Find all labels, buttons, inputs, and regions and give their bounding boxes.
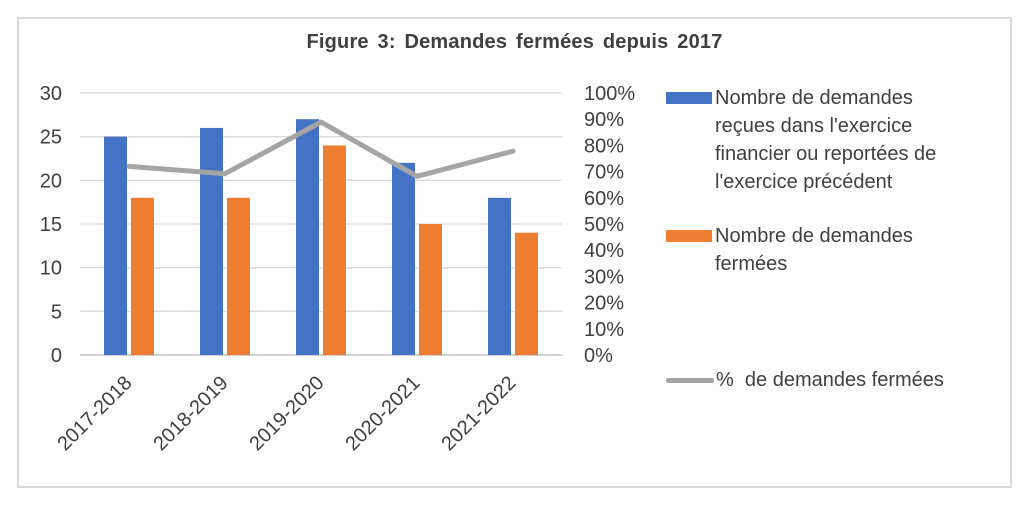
bar-series-0	[104, 136, 127, 355]
left-axis-tick: 25	[40, 127, 62, 149]
right-axis-tick: 50%	[584, 214, 624, 236]
bar-series-1	[227, 197, 250, 355]
legend-item-pct-fermees: % de demandes fermées	[666, 366, 1006, 394]
bar-series-1	[419, 224, 442, 355]
chart-legend: Nombre de demandes reçues dans l'exercic…	[666, 84, 1006, 394]
right-axis-tick: 90%	[584, 109, 624, 131]
bar-series-1	[515, 232, 538, 355]
orange-bar-swatch-icon	[666, 230, 712, 242]
x-axis-label: 2019-2020	[245, 372, 328, 455]
bar-series-1	[131, 197, 154, 355]
right-axis-tick: 80%	[584, 135, 624, 157]
bar-series-0	[296, 119, 319, 355]
right-axis-tick: 30%	[584, 266, 624, 288]
legend-item-demandes-recues: Nombre de demandes reçues dans l'exercic…	[666, 84, 1006, 196]
left-axis-tick: 10	[40, 258, 62, 280]
right-axis-tick: 100%	[584, 83, 635, 105]
legend-label: Nombre de demandes reçues dans l'exercic…	[715, 87, 942, 193]
legend-item-demandes-fermees: Nombre de demandes fermées	[666, 222, 1006, 278]
x-axis-label: 2020-2021	[341, 372, 424, 455]
figure-border	[17, 17, 1012, 488]
x-axis-label: 2018-2019	[149, 372, 232, 455]
x-axis-label: 2021-2022	[437, 372, 520, 455]
left-axis-tick: 15	[40, 214, 62, 236]
bar-series-0	[200, 127, 223, 355]
legend-label: Nombre de demandes fermées	[715, 225, 919, 275]
right-axis-tick: 10%	[584, 319, 624, 341]
blue-bar-swatch-icon	[666, 92, 712, 104]
right-axis-tick: 40%	[584, 240, 624, 262]
chart-title: Figure 3: Demandes fermées depuis 2017	[306, 31, 723, 53]
percent-line	[126, 119, 516, 179]
right-axis-tick: 20%	[584, 293, 624, 315]
left-axis-tick: 20	[40, 170, 62, 192]
bar-series-0	[488, 197, 511, 355]
right-axis-tick: 0%	[584, 345, 613, 367]
gray-line-swatch-icon	[666, 378, 714, 383]
left-axis-tick: 30	[40, 83, 62, 105]
left-axis-tick: 5	[51, 301, 62, 323]
right-axis-tick: 70%	[584, 162, 624, 184]
x-axis-label: 2017-2018	[53, 372, 136, 455]
legend-label: % de demandes fermées	[716, 369, 944, 391]
bar-series-1	[323, 145, 346, 355]
bar-series-0	[392, 162, 415, 355]
left-axis-tick: 0	[51, 345, 62, 367]
right-axis-tick: 60%	[584, 188, 624, 210]
